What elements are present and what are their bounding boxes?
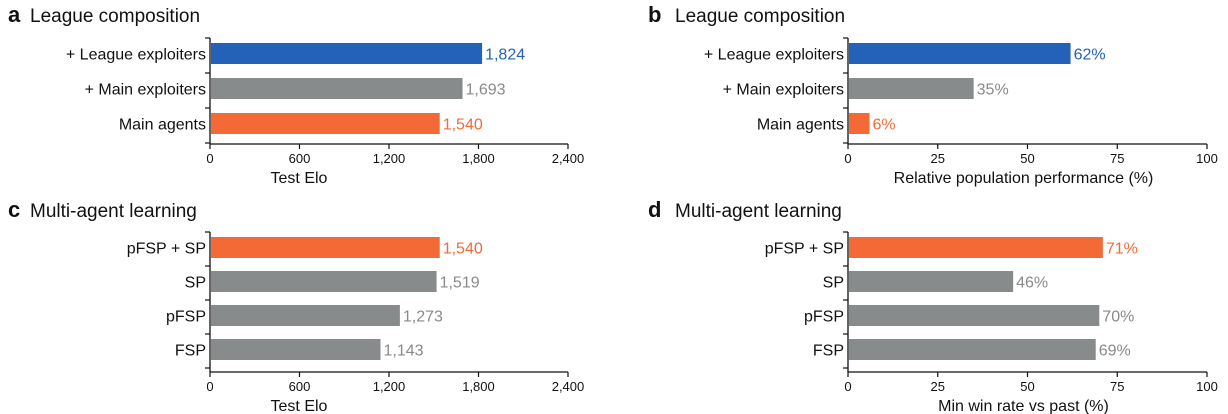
x-tick-label: 50 <box>1020 151 1034 166</box>
category-label: pFSP + SP <box>127 241 206 258</box>
panel-a: a League composition 0 600 1,200 1,800 2,400 Te… <box>8 2 584 187</box>
value-label: 6% <box>873 117 896 134</box>
value-label: 71% <box>1106 241 1138 258</box>
panel-d: d Multi-agent learning 0 25 50 75 100 Min win r… <box>648 197 1218 414</box>
panel-b: b League composition 0 25 50 75 100 Relative po… <box>648 2 1218 187</box>
bar <box>211 339 381 360</box>
panel-title: Multi-agent learning <box>30 201 197 222</box>
x-tick-label: 75 <box>1110 379 1124 394</box>
x-tick-label: 1,200 <box>373 151 406 166</box>
value-label: 1,540 <box>443 241 483 258</box>
x-tick-label: 0 <box>844 379 851 394</box>
x-tick-label: 100 <box>1196 379 1218 394</box>
value-label: 70% <box>1102 309 1134 326</box>
panel-title: Multi-agent learning <box>675 201 842 222</box>
value-label: 69% <box>1099 343 1131 360</box>
category-label: pFSP <box>804 309 844 326</box>
panel-letter: c <box>8 197 20 222</box>
panel-letter: b <box>648 2 661 27</box>
x-tick-label: 0 <box>206 379 213 394</box>
bar <box>211 237 440 258</box>
category-label: FSP <box>175 343 206 360</box>
x-tick-label: 0 <box>206 151 213 166</box>
x-tick-label: 50 <box>1020 379 1034 394</box>
bar <box>211 271 437 292</box>
bar <box>849 271 1014 292</box>
bar <box>849 113 870 134</box>
bar <box>211 305 400 326</box>
bar <box>849 237 1103 258</box>
bar <box>849 78 974 99</box>
category-label: pFSP <box>166 309 206 326</box>
category-label: SP <box>185 275 206 292</box>
x-tick-label: 600 <box>289 151 311 166</box>
x-axis-title: Min win rate vs past (%) <box>938 398 1109 414</box>
x-tick-label: 1,800 <box>462 379 495 394</box>
panel-title: League composition <box>675 6 845 27</box>
panel-c: c Multi-agent learning 0 600 1,200 1,800 2,400… <box>8 197 584 414</box>
x-tick-label: 25 <box>931 379 945 394</box>
panel-letter: a <box>8 2 21 27</box>
category-label: + Main exploiters <box>723 82 844 99</box>
value-label: 1,519 <box>440 275 480 292</box>
value-label: 62% <box>1074 47 1106 64</box>
value-label: 1,273 <box>403 309 443 326</box>
x-tick-label: 1,800 <box>462 151 495 166</box>
bar <box>849 305 1100 326</box>
value-label: 1,824 <box>485 47 525 64</box>
panel-letter: d <box>648 197 661 222</box>
x-tick-label: 75 <box>1110 151 1124 166</box>
panel-title: League composition <box>30 6 200 27</box>
bar <box>849 339 1096 360</box>
value-label: 1,143 <box>383 343 423 360</box>
bar <box>211 113 440 134</box>
x-tick-label: 2,400 <box>552 151 585 166</box>
bar <box>211 78 463 99</box>
category-label: SP <box>823 275 844 292</box>
category-label: FSP <box>813 343 844 360</box>
x-tick-label: 1,200 <box>373 379 406 394</box>
category-label: Main agents <box>757 117 844 134</box>
category-label: + League exploiters <box>704 47 844 64</box>
x-tick-label: 600 <box>289 379 311 394</box>
x-tick-label: 2,400 <box>552 379 585 394</box>
category-label: + Main exploiters <box>85 82 206 99</box>
category-label: Main agents <box>119 117 206 134</box>
x-tick-label: 25 <box>931 151 945 166</box>
x-tick-label: 0 <box>844 151 851 166</box>
value-label: 35% <box>977 82 1009 99</box>
category-label: + League exploiters <box>66 47 206 64</box>
value-label: 46% <box>1016 275 1048 292</box>
x-axis-title: Test Elo <box>271 170 328 187</box>
category-label: pFSP + SP <box>765 241 844 258</box>
value-label: 1,540 <box>443 117 483 134</box>
x-tick-label: 100 <box>1196 151 1218 166</box>
bar <box>849 43 1071 64</box>
x-axis-title: Relative population performance (%) <box>894 170 1154 187</box>
value-label: 1,693 <box>466 82 506 99</box>
bar <box>211 43 483 64</box>
x-axis-title: Test Elo <box>271 398 328 414</box>
